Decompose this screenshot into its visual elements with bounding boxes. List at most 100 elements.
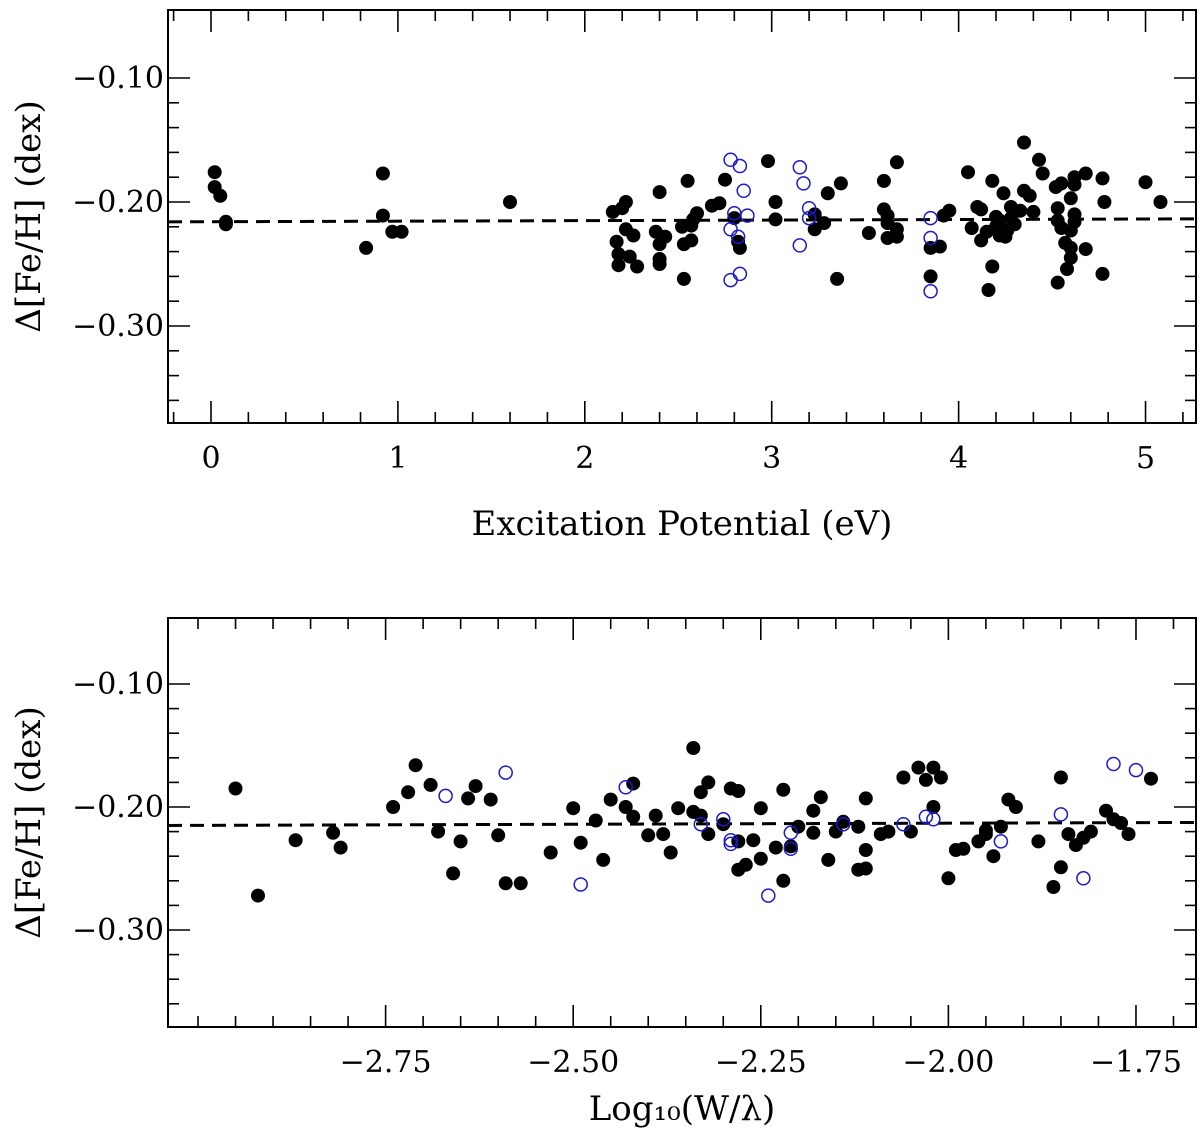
data-point-filled xyxy=(513,876,528,891)
data-point-open xyxy=(792,160,808,175)
data-point-filled xyxy=(806,803,821,818)
data-point-filled xyxy=(213,188,228,203)
data-point-filled xyxy=(658,229,673,244)
data-point-filled xyxy=(911,760,926,775)
data-point-open xyxy=(732,266,748,282)
data-point-filled xyxy=(618,800,633,814)
y-tick-labels: −0.10 −0.20 −0.30 xyxy=(72,667,164,948)
data-point-filled xyxy=(394,224,409,239)
data-point-open xyxy=(796,176,811,191)
data-point-open xyxy=(836,816,851,832)
y-tick-label: −0.10 xyxy=(72,667,164,702)
data-point-filled xyxy=(656,827,671,842)
data-point-filled xyxy=(716,817,731,832)
data-point-filled xyxy=(851,819,866,834)
data-point-open xyxy=(801,200,817,216)
x-axis-label: Excitation Potential (eV) xyxy=(472,504,893,544)
data-point-open xyxy=(993,834,1009,849)
data-point-filled xyxy=(1083,824,1098,839)
data-point-open xyxy=(896,816,911,832)
data-point-open xyxy=(693,816,709,832)
data-point-filled xyxy=(753,851,768,866)
data-point-open xyxy=(716,812,731,827)
data-point-filled xyxy=(1050,275,1065,290)
y-tick-label: −0.20 xyxy=(72,185,164,220)
data-point-filled xyxy=(641,828,656,843)
x-tick-label: 4 xyxy=(949,441,968,476)
data-point-filled xyxy=(833,176,848,191)
x-tick-labels: 0 1 2 3 4 5 xyxy=(201,441,1155,476)
data-point-filled xyxy=(543,845,558,860)
data-point-filled xyxy=(933,770,948,785)
data-point-open xyxy=(923,210,938,226)
data-point-filled xyxy=(609,234,624,249)
data-point-filled xyxy=(375,208,390,223)
data-point-filled xyxy=(676,271,691,286)
data-point-filled xyxy=(622,249,637,264)
data-point-filled xyxy=(701,775,716,790)
data-point-filled xyxy=(817,216,832,231)
data-point-filled xyxy=(1026,204,1041,219)
data-point-filled xyxy=(964,221,979,235)
data-point-filled xyxy=(942,203,957,218)
data-point-filled xyxy=(961,165,975,180)
data-point-filled xyxy=(1121,827,1136,842)
data-point-filled xyxy=(978,827,993,842)
data-points xyxy=(207,135,1168,299)
data-point-open xyxy=(1053,807,1069,822)
x-tick-labels: −2.75 −2.50 −2.25 −2.00 −1.75 xyxy=(340,1045,1182,1080)
data-point-open xyxy=(736,183,751,199)
data-point-filled xyxy=(359,240,374,255)
data-point-filled xyxy=(1050,201,1065,216)
data-point-filled xyxy=(993,819,1008,834)
data-point-filled xyxy=(652,257,667,271)
data-point-filled xyxy=(776,873,791,888)
data-point-filled xyxy=(1067,177,1082,192)
data-point-filled xyxy=(830,271,845,286)
data-point-open xyxy=(918,809,934,825)
data-point-filled xyxy=(461,791,476,806)
data-point-filled xyxy=(985,259,1000,274)
data-point-filled xyxy=(806,825,821,840)
data-point-filled xyxy=(923,269,938,284)
data-point-open xyxy=(723,222,738,237)
data-point-filled xyxy=(686,741,701,755)
data-point-filled xyxy=(918,772,933,787)
data-point-filled xyxy=(375,166,390,181)
data-point-filled xyxy=(858,861,873,876)
x-tick-label: 5 xyxy=(1136,441,1155,476)
data-point-filled xyxy=(1153,195,1168,209)
data-point-filled xyxy=(876,173,891,188)
data-point-open xyxy=(923,230,938,246)
data-point-filled xyxy=(974,202,989,217)
data-point-filled xyxy=(446,866,461,881)
data-point-filled xyxy=(768,195,783,209)
data-point-filled xyxy=(626,228,641,243)
data-point-filled xyxy=(1022,188,1037,203)
axis-ticks xyxy=(168,10,1196,423)
data-point-filled xyxy=(712,196,727,211)
data-point-filled xyxy=(680,173,695,188)
data-point-open xyxy=(732,158,748,174)
data-point-open xyxy=(723,272,738,288)
data-point-filled xyxy=(821,852,836,867)
data-point-filled xyxy=(588,813,603,828)
data-point-open xyxy=(926,812,941,827)
data-point-open xyxy=(923,284,938,299)
data-point-open xyxy=(1128,762,1144,778)
data-point-open xyxy=(438,788,453,804)
data-point-filled xyxy=(1067,207,1082,222)
data-point-filled xyxy=(1053,860,1068,875)
y-tick-labels: −0.10 −0.20 −0.30 xyxy=(72,61,164,344)
data-point-filled xyxy=(1031,834,1046,849)
axis-ticks xyxy=(168,618,1196,1027)
data-point-filled xyxy=(903,824,918,839)
data-point-filled xyxy=(684,233,699,248)
data-point-filled xyxy=(630,259,645,274)
data-point-filled xyxy=(941,871,956,886)
data-point-filled xyxy=(288,833,303,848)
data-point-open xyxy=(618,780,633,795)
x-tick-label: −2.50 xyxy=(527,1045,619,1080)
data-point-filled xyxy=(753,801,768,816)
